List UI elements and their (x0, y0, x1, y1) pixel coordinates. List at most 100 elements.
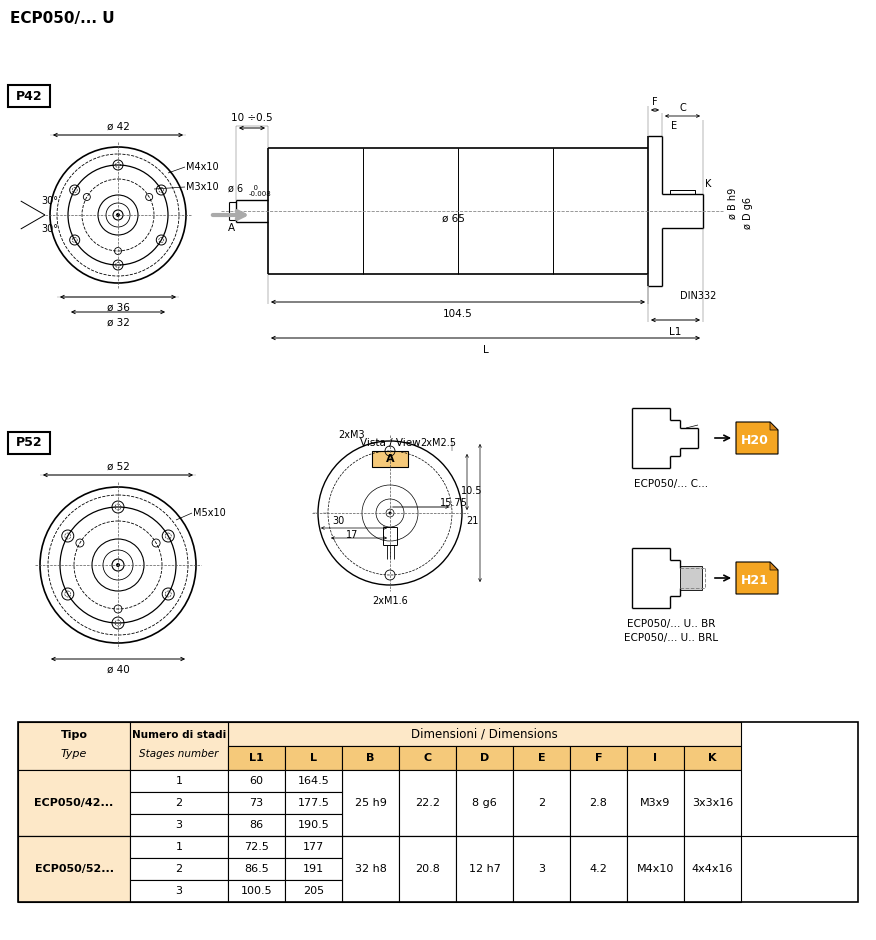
Text: Vista / View: Vista / View (360, 438, 420, 448)
Text: Type: Type (60, 749, 88, 760)
Bar (670, 190, 695, 194)
Polygon shape (770, 562, 778, 570)
Text: ø B h9: ø B h9 (728, 187, 738, 219)
Bar (456, 836, 513, 902)
Text: 3: 3 (175, 820, 182, 830)
Text: F: F (653, 97, 658, 107)
Text: 2: 2 (538, 798, 545, 808)
Bar (228, 770, 285, 792)
Text: ECP050/... U.. BRL: ECP050/... U.. BRL (624, 633, 718, 643)
Bar (18, 836, 130, 902)
Text: 8 g6: 8 g6 (472, 798, 497, 808)
Text: Numero di stadi: Numero di stadi (132, 730, 226, 740)
Bar (285, 858, 342, 880)
Bar (627, 746, 684, 770)
Bar (18, 770, 130, 836)
Bar (513, 770, 570, 836)
Text: L1: L1 (249, 753, 264, 763)
Bar (285, 814, 342, 836)
Text: ECP050/42...: ECP050/42... (34, 798, 114, 808)
Text: 177.5: 177.5 (298, 798, 329, 808)
Text: Dimensioni / Dimensions: Dimensioni / Dimensions (411, 728, 558, 741)
Text: L1: L1 (669, 327, 682, 337)
Bar (8, 432, 50, 454)
Text: ø 6: ø 6 (228, 184, 243, 194)
Bar (570, 770, 627, 836)
Text: 2xM1.6: 2xM1.6 (372, 596, 408, 606)
Text: 3: 3 (538, 864, 545, 874)
Text: 1: 1 (175, 842, 182, 852)
Text: 30°: 30° (41, 224, 59, 234)
Text: 72.5: 72.5 (244, 842, 269, 852)
Bar (18, 722, 858, 902)
Text: 17: 17 (346, 530, 358, 540)
Text: 32 h8: 32 h8 (355, 864, 386, 874)
Text: 73: 73 (250, 798, 264, 808)
Text: P42: P42 (16, 89, 42, 102)
Text: ø 40: ø 40 (107, 665, 130, 675)
Bar (399, 746, 456, 770)
Bar (342, 746, 399, 770)
Bar (399, 836, 456, 902)
Text: F: F (595, 753, 603, 763)
Text: H21: H21 (741, 574, 769, 588)
Text: 190.5: 190.5 (298, 820, 329, 830)
Text: B: B (366, 753, 375, 763)
Text: 30°: 30° (41, 196, 59, 206)
Circle shape (116, 563, 120, 567)
Text: 3x3x16: 3x3x16 (692, 798, 733, 808)
Text: P52: P52 (16, 436, 42, 449)
Text: ECP050/... U: ECP050/... U (10, 10, 115, 25)
Bar (130, 792, 228, 814)
Text: 25 h9: 25 h9 (355, 798, 386, 808)
Text: ø 42: ø 42 (107, 122, 130, 132)
Text: ECP050/52...: ECP050/52... (34, 864, 114, 874)
Text: ECP050/... C...: ECP050/... C... (634, 479, 708, 489)
Bar (570, 836, 627, 902)
Text: DIN332: DIN332 (680, 291, 717, 301)
Bar (228, 880, 285, 902)
Text: 205: 205 (303, 886, 324, 896)
Text: 10 ÷0.5: 10 ÷0.5 (231, 113, 272, 123)
Text: H20: H20 (741, 434, 769, 447)
Bar (684, 746, 741, 770)
Text: 104.5: 104.5 (443, 309, 473, 319)
Text: 164.5: 164.5 (298, 776, 329, 786)
Text: 2: 2 (175, 798, 182, 808)
Text: 100.5: 100.5 (241, 886, 272, 896)
Circle shape (116, 213, 120, 217)
Text: ø 36: ø 36 (107, 303, 130, 313)
Bar (627, 836, 684, 902)
Text: C: C (679, 103, 686, 113)
Bar (228, 722, 741, 746)
Text: 12 h7: 12 h7 (469, 864, 500, 874)
Text: 22.2: 22.2 (415, 798, 440, 808)
Text: E: E (671, 121, 677, 131)
Text: 1: 1 (175, 776, 182, 786)
Text: Tipo: Tipo (60, 730, 88, 740)
Bar (456, 746, 513, 770)
Text: M3x9: M3x9 (640, 798, 671, 808)
Polygon shape (736, 562, 778, 594)
Text: ø 52: ø 52 (107, 462, 130, 472)
Text: 4x4x16: 4x4x16 (692, 864, 733, 874)
Text: A: A (228, 223, 235, 233)
Bar (228, 792, 285, 814)
Text: 20.8: 20.8 (415, 864, 440, 874)
Bar (285, 836, 342, 858)
Bar (684, 836, 741, 902)
Bar (627, 770, 684, 836)
Bar (130, 836, 228, 858)
Text: L: L (483, 345, 489, 355)
Bar (342, 770, 399, 836)
Bar (8, 85, 50, 107)
Bar (228, 836, 285, 858)
Bar (680, 566, 702, 590)
Text: 15.75: 15.75 (440, 498, 468, 508)
Text: 2.8: 2.8 (590, 798, 607, 808)
Bar (399, 770, 456, 836)
Bar (130, 858, 228, 880)
Bar (684, 770, 741, 836)
Bar (513, 746, 570, 770)
Bar (18, 722, 130, 770)
